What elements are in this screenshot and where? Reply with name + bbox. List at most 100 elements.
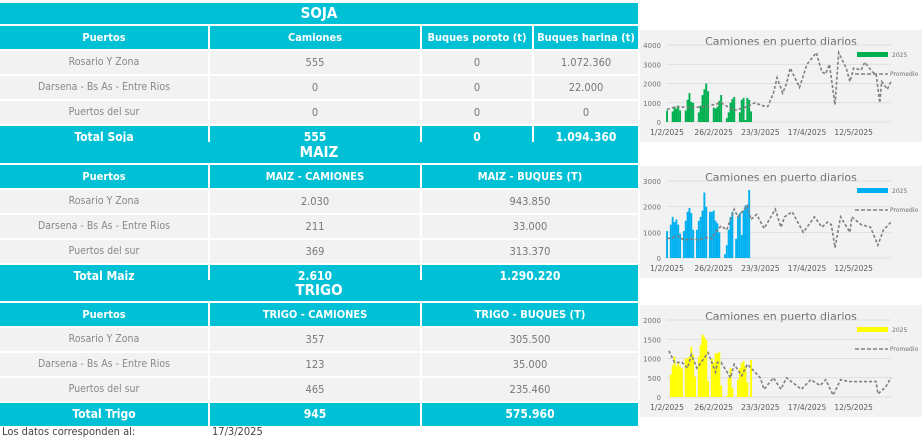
chart-title: Camiones en puerto diarios: [705, 310, 857, 323]
y-tick-label: 2000: [643, 81, 661, 89]
bar: [731, 387, 734, 397]
bar: [738, 368, 741, 397]
y-tick-label: 1500: [643, 336, 661, 344]
bar: [690, 101, 693, 122]
bar: [748, 189, 751, 258]
col-header: Buques harina (t): [534, 26, 638, 49]
table-row: Darsena - Bs As - Entre Rios 0 0 22.000: [0, 76, 638, 99]
port-name: Puertos del sur: [0, 240, 208, 263]
port-name: Rosario Y Zona: [0, 51, 208, 74]
trigo-chart-svg: Camiones en puerto diarios 0 500 1000 1500 20…: [643, 310, 919, 412]
bar: [737, 216, 739, 258]
bar: [705, 83, 708, 122]
bar: [699, 105, 702, 122]
bar: [714, 220, 717, 258]
col-header: MAIZ - BUQUES (T): [422, 165, 638, 188]
bar: [694, 376, 696, 397]
bar: [690, 346, 693, 397]
x-tick-label: 12/5/2025: [834, 403, 873, 412]
cell: 0: [534, 101, 638, 124]
cell: 2.030: [210, 190, 420, 213]
legend-label: Promedio: [890, 346, 919, 353]
bar: [716, 223, 719, 258]
bar: [688, 207, 691, 258]
bar: [716, 106, 719, 122]
x-tick-label: 23/3/2025: [741, 403, 780, 412]
bar: [703, 192, 706, 258]
bar: [744, 366, 747, 397]
bar: [692, 354, 695, 397]
col-header: Buques poroto (t): [422, 26, 532, 49]
cell: 357: [210, 328, 420, 351]
bar: [673, 222, 676, 258]
bar: [699, 216, 702, 258]
cell: 0: [422, 76, 532, 99]
cell: 945: [210, 403, 420, 426]
y-tick-label: 500: [648, 375, 661, 383]
bar: [701, 95, 704, 122]
bar: [679, 366, 682, 397]
table-row: Rosario Y Zona 2.030 943.850: [0, 190, 638, 213]
bar: [681, 368, 683, 397]
bar: [709, 211, 711, 258]
bar: [666, 231, 668, 258]
bar: [710, 211, 713, 258]
bar: [718, 100, 721, 122]
col-header: MAIZ - CAMIONES: [210, 165, 420, 188]
bar: [718, 352, 721, 397]
col-header: Camiones: [210, 26, 420, 49]
bar: [671, 111, 674, 122]
bar: [684, 358, 687, 397]
maiz-title: MAIZ: [0, 142, 638, 163]
x-tick-label: 23/3/2025: [741, 264, 780, 273]
bar: [737, 379, 739, 397]
bar: [750, 111, 752, 122]
bar: [714, 108, 717, 122]
col-header: TRIGO - BUQUES (T): [422, 303, 638, 326]
bar: [671, 365, 674, 397]
port-name: Rosario Y Zona: [0, 190, 208, 213]
col-header: Puertos: [0, 165, 208, 188]
bar: [725, 395, 728, 397]
y-tick-label: 0: [657, 394, 661, 402]
soja-trucks-chart: Camiones en puerto diarios 0 1000 2000 3000 4…: [640, 30, 922, 142]
soja-chart-svg: Camiones en puerto diarios 0 1000 2000 3000 4…: [643, 35, 918, 137]
cell: 33.000: [422, 215, 638, 238]
x-tick-label: 12/5/2025: [834, 264, 873, 273]
col-header: Puertos: [0, 26, 208, 49]
cell: 943.850: [422, 190, 638, 213]
bar: [675, 219, 678, 258]
bar: [677, 224, 680, 258]
port-name: Darsena - Bs As - Entre Rios: [0, 76, 208, 99]
cell: 22.000: [534, 76, 638, 99]
x-tick-label: 26/2/2025: [694, 403, 733, 412]
bar: [727, 377, 730, 397]
bar: [725, 245, 728, 258]
bar: [688, 356, 691, 397]
x-tick-label: 17/4/2025: [788, 128, 827, 137]
total-label: Total Trigo: [0, 403, 208, 426]
bar: [705, 206, 708, 258]
soja-header-row: Puertos Camiones Buques poroto (t) Buque…: [0, 26, 638, 49]
bar: [744, 120, 747, 122]
cell: 0: [422, 51, 532, 74]
table-row: Rosario Y Zona 555 0 1.072.360: [0, 51, 638, 74]
bar: [720, 95, 723, 122]
bar: [729, 102, 732, 122]
bar: [735, 238, 738, 258]
bar: [731, 211, 734, 258]
bar: [727, 229, 730, 258]
bar: [697, 112, 700, 122]
bar: [679, 110, 682, 122]
bar: [746, 382, 749, 397]
bar: [686, 211, 689, 258]
bar: [679, 233, 682, 258]
bar: [699, 345, 702, 397]
bar: [725, 118, 728, 122]
bar: [675, 366, 678, 397]
port-name: Rosario Y Zona: [0, 328, 208, 351]
trigo-header-row: Puertos TRIGO - CAMIONES TRIGO - BUQUES …: [0, 303, 638, 326]
bar: [701, 210, 704, 258]
promedio-line: [666, 49, 892, 112]
bar: [701, 334, 704, 397]
